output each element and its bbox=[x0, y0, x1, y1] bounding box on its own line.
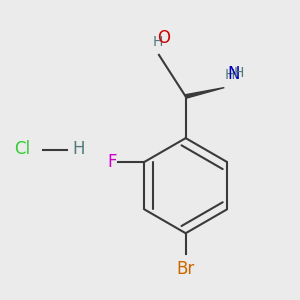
Text: H: H bbox=[152, 35, 163, 49]
Text: N: N bbox=[228, 65, 240, 83]
Text: H: H bbox=[233, 66, 244, 80]
Text: H: H bbox=[72, 140, 85, 158]
Text: H: H bbox=[224, 68, 235, 82]
Text: Cl: Cl bbox=[14, 140, 30, 158]
Text: Br: Br bbox=[176, 260, 195, 278]
Polygon shape bbox=[185, 88, 224, 98]
Text: O: O bbox=[157, 29, 170, 47]
Text: F: F bbox=[107, 153, 116, 171]
